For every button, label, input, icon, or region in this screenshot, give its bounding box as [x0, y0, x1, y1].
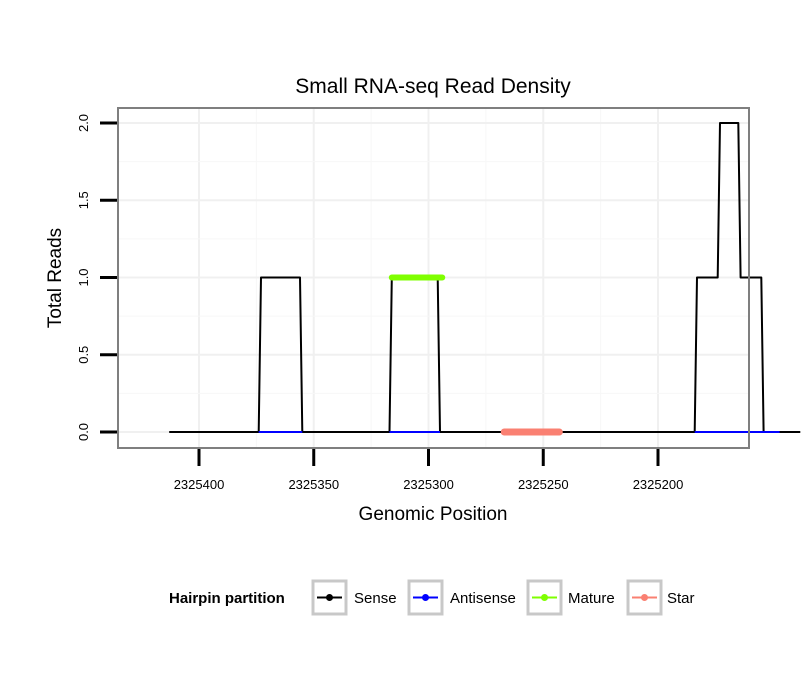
legend-label-antisense: Antisense: [450, 590, 516, 607]
plot-border: [117, 107, 750, 449]
y-tick-label: 2.0: [76, 114, 91, 132]
series-layer: [169, 122, 801, 436]
legend-key-antisense-point: [422, 594, 429, 601]
y-tick-label: 1.5: [76, 191, 91, 209]
legend-key-mature-point: [541, 594, 548, 601]
legend-key-sense-point: [326, 594, 333, 601]
plot-area: [117, 107, 801, 449]
series-sense-line: [169, 122, 801, 433]
y-tick-label: 0.5: [76, 346, 91, 364]
x-tick-label: 2325400: [174, 477, 225, 492]
x-tick-label: 2325250: [518, 477, 569, 492]
legend-label-star: Star: [667, 590, 695, 607]
x-tick-label: 2325350: [288, 477, 339, 492]
y-tick-label: 1.0: [76, 268, 91, 286]
x-axis: 2325400 2325350 2325300 2325250 2325200: [174, 449, 684, 492]
x-axis-title: Genomic Position: [359, 504, 508, 525]
legend-label-mature: Mature: [568, 590, 615, 607]
legend: Hairpin partition Sense Antisense Mature St…: [169, 579, 695, 616]
legend-label-sense: Sense: [354, 590, 397, 607]
y-axis-title: Total Reads: [45, 228, 66, 328]
legend-key-star-point: [641, 594, 648, 601]
y-tick-label: 0.0: [76, 423, 91, 441]
x-tick-label: 2325200: [633, 477, 684, 492]
chart-title: Small RNA-seq Read Density: [295, 75, 571, 98]
legend-title: Hairpin partition: [169, 590, 285, 607]
x-tick-label: 2325300: [403, 477, 454, 492]
y-axis: 0.0 0.5 1.0 1.5 2.0: [76, 114, 117, 441]
